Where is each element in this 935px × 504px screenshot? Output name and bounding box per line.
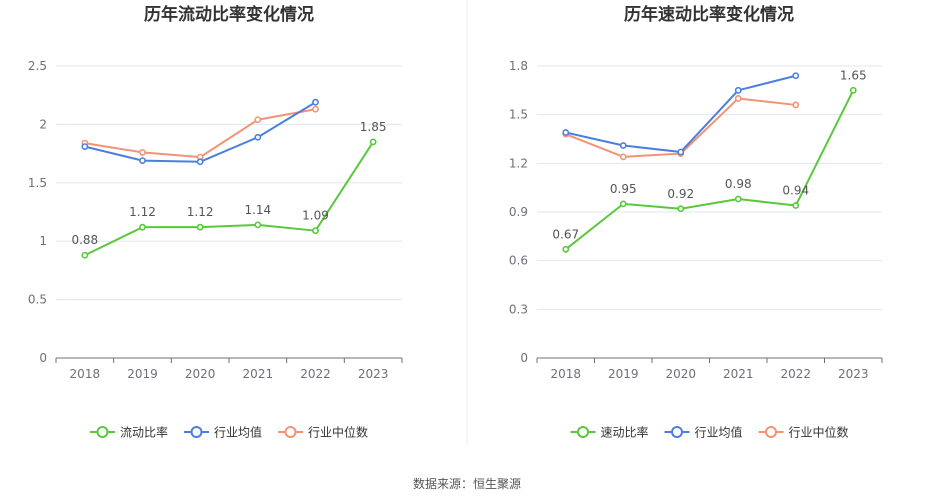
- quick-ratio-point: [792, 202, 800, 209]
- x-tick-label: 2022: [300, 367, 331, 381]
- quick-industry-median-point: [619, 153, 627, 161]
- chart-title: 历年速动比率变化情况: [624, 4, 794, 25]
- current-ratio-point: [312, 227, 319, 235]
- current-industry-mean-point: [254, 133, 262, 141]
- current-ratio-point: [369, 138, 377, 146]
- current-ratio-data-label: 1.12: [129, 205, 156, 219]
- current-ratio-data-label: 1.85: [360, 120, 387, 134]
- y-tick-label: 1.2: [509, 156, 528, 170]
- x-tick-label: 2019: [608, 367, 639, 381]
- quick-ratio-chart: 历年速动比率变化情况 0 0.3 0.6 0.9 1.2 1.5 1.8 2018 2019 202…: [509, 4, 883, 440]
- quick-ratio-data-label: 0.67: [552, 227, 579, 241]
- quick-ratio-line: [565, 89, 855, 251]
- legend-circle-icon: [190, 426, 203, 438]
- quick-industry-median-point: [792, 101, 800, 109]
- quick-industry-mean-line: [565, 74, 796, 153]
- quick-ratio-data-label: 0.95: [610, 182, 637, 196]
- quick-ratio-legend-item[interactable]: 速动比率: [570, 425, 649, 440]
- current-industry-median-point: [254, 116, 262, 124]
- data-source: 数据来源：恒生聚源: [413, 476, 521, 491]
- current-ratio-point: [254, 221, 262, 229]
- y-tick-label: 0: [520, 351, 528, 365]
- legend-label: 速动比率: [601, 425, 649, 440]
- quick-industry-mean-point: [562, 129, 570, 136]
- current-ratio-data-label: 1.09: [302, 209, 329, 223]
- y-tick-label: 1.5: [509, 108, 528, 122]
- x-tick-label: 2020: [185, 367, 216, 381]
- current-ratio-point: [139, 223, 146, 231]
- y-tick-label: 0.3: [509, 302, 528, 316]
- current-industry-mean-point: [139, 157, 146, 165]
- y-tick-label: 0: [39, 351, 47, 365]
- x-tick-label: 2023: [838, 367, 869, 381]
- current-industry-mean-point: [312, 98, 319, 106]
- x-tick-label: 2022: [780, 367, 811, 381]
- current-industry-median-legend-item[interactable]: 行业中位数: [278, 425, 368, 440]
- x-tick-label: 2018: [550, 367, 581, 381]
- y-tick-label: 0.6: [509, 254, 528, 268]
- current-industry-median-point: [312, 105, 319, 113]
- quick-ratio-point: [619, 200, 627, 208]
- current-industry-mean-line: [84, 101, 317, 163]
- legend-circle-icon: [765, 426, 777, 438]
- y-tick-label: 1.8: [509, 59, 528, 73]
- legend-label: 行业均值: [695, 425, 743, 440]
- quick-ratio-point: [849, 86, 857, 94]
- y-tick-label: 0.9: [509, 205, 528, 219]
- current-ratio-line: [84, 141, 375, 257]
- x-tick-label: 2021: [243, 367, 274, 381]
- legend-circle-icon: [284, 426, 297, 438]
- current-ratio-data-label: 0.88: [71, 233, 98, 247]
- current-ratio-legend-item[interactable]: 流动比率: [90, 425, 168, 440]
- x-tick-label: 2019: [127, 367, 158, 381]
- current-industry-median-line: [84, 108, 316, 159]
- x-tick-label: 2023: [358, 367, 389, 381]
- quick-industry-mean-point: [792, 72, 800, 80]
- y-tick-label: 1: [39, 234, 47, 248]
- current-industry-mean-point: [81, 143, 89, 150]
- quick-industry-mean-point: [619, 142, 627, 149]
- current-industry-median-point: [139, 149, 146, 156]
- current-ratio-chart: 历年流动比率变化情况 0 0.5 1 1.5 2 2.5 2018 2019 2020 2021 20…: [28, 4, 403, 440]
- quick-industry-mean-point: [734, 86, 742, 94]
- legend-label: 流动比率: [120, 425, 168, 440]
- quick-ratio-point: [734, 195, 742, 203]
- quick-ratio-data-label: 0.94: [782, 184, 809, 198]
- legend-circle-icon: [96, 426, 109, 438]
- quick-industry-median-line: [565, 97, 796, 158]
- legend-label: 行业中位数: [789, 425, 849, 440]
- current-ratio-data-label: 1.14: [244, 203, 271, 217]
- quick-industry-median-point: [734, 95, 742, 102]
- chart-title: 历年流动比率变化情况: [144, 4, 314, 25]
- quick-ratio-data-label: 0.98: [725, 177, 752, 191]
- x-tick-label: 2020: [665, 367, 696, 381]
- current-ratio-point: [196, 223, 204, 231]
- y-tick-label: 2.5: [28, 59, 47, 73]
- legend-label: 行业中位数: [308, 425, 368, 440]
- quick-ratio-data-label: 0.92: [667, 187, 694, 201]
- legend-circle-icon: [577, 426, 589, 438]
- current-industry-mean-point: [196, 158, 204, 166]
- x-tick-label: 2018: [70, 367, 101, 381]
- legend-label: 行业均值: [214, 425, 262, 440]
- y-tick-label: 0.5: [28, 293, 47, 307]
- current-ratio-data-label: 1.12: [187, 205, 214, 219]
- x-tick-label: 2021: [723, 367, 754, 381]
- quick-ratio-point: [562, 245, 570, 253]
- quick-ratio-point: [677, 205, 685, 213]
- current-industry-mean-legend-item[interactable]: 行业均值: [184, 425, 262, 440]
- quick-industry-median-legend-item[interactable]: 行业中位数: [758, 425, 849, 440]
- current-ratio-point: [81, 251, 89, 259]
- y-tick-label: 1.5: [28, 176, 47, 190]
- quick-ratio-data-label: 1.65: [840, 68, 867, 82]
- quick-industry-mean-legend-item[interactable]: 行业均值: [664, 425, 743, 440]
- y-tick-label: 2: [39, 117, 47, 131]
- legend-circle-icon: [671, 426, 683, 438]
- quick-industry-mean-point: [677, 148, 685, 156]
